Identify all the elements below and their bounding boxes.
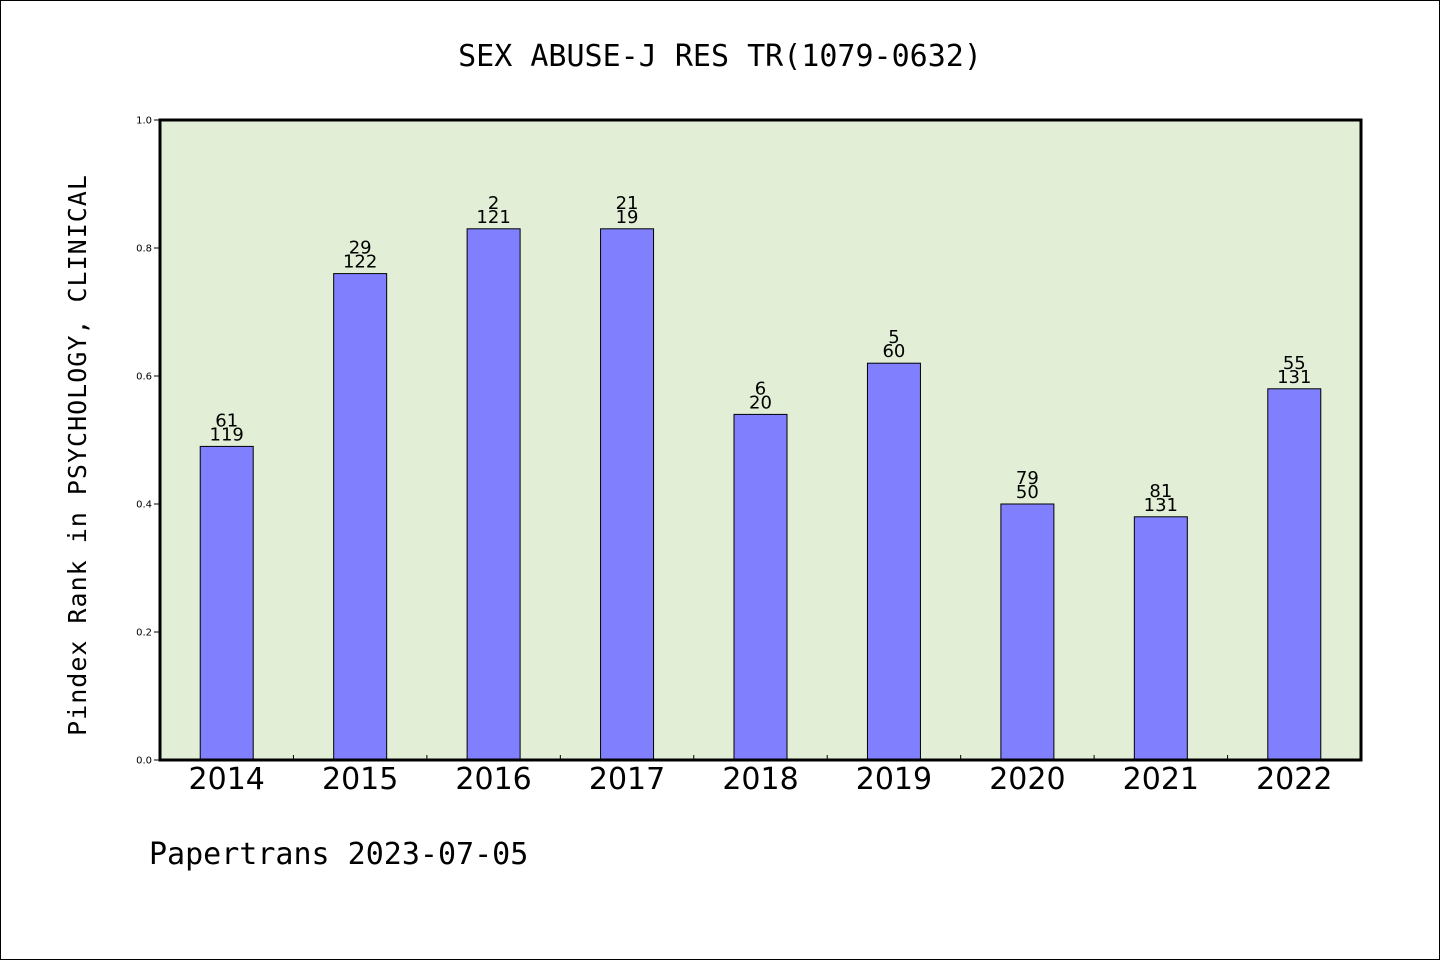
bar: [466, 228, 521, 761]
data-label-bottom: 119: [210, 424, 244, 445]
bar: [1267, 388, 1322, 761]
y-tick-label: 0.0: [136, 756, 152, 767]
x-tick-label: 2018: [722, 762, 798, 797]
data-label-bottom: 122: [343, 252, 377, 273]
data-label-top: 55: [1283, 353, 1306, 374]
data-label-top: 79: [1016, 468, 1039, 489]
data-label-top: 5: [888, 327, 899, 348]
x-tick-label: 2016: [455, 762, 531, 797]
y-tick-label: 0.4: [136, 500, 152, 511]
data-label-bottom: 121: [476, 207, 510, 228]
data-label-top: 6: [755, 378, 766, 399]
plot-border: [158, 118, 1363, 762]
data-label-bottom: 19: [616, 207, 639, 228]
x-tick-label: 2021: [1123, 762, 1199, 797]
axis-layer: 0.0 0.2 0.4 0.6 0.8 1.0 2014 2015 2016 2017 2018 20…: [136, 116, 1332, 798]
bar: [1133, 516, 1188, 761]
x-tick-label: 2014: [189, 762, 265, 797]
chart-title: SEX ABUSE-J RES TR(1079-0632): [458, 39, 982, 74]
data-label-bottom: 131: [1144, 495, 1178, 516]
bar: [333, 273, 388, 761]
data-label-top: 61: [215, 410, 238, 431]
data-label-top: 21: [616, 193, 639, 214]
bar: [733, 413, 788, 761]
x-tick-label: 2020: [989, 762, 1065, 797]
data-label-bottom: 20: [749, 392, 772, 413]
bar: [199, 445, 254, 761]
footer-credit: Papertrans 2023-07-05: [149, 837, 528, 872]
x-tick-label: 2019: [856, 762, 932, 797]
y-tick-label: 0.2: [136, 628, 152, 639]
y-tick-label: 1.0: [136, 116, 152, 127]
x-tick-label: 2022: [1256, 762, 1332, 797]
bar: [600, 228, 655, 761]
data-label-top: 2: [488, 193, 499, 214]
data-label-bottom: 60: [882, 341, 905, 362]
y-tick-label: 0.6: [136, 372, 152, 383]
x-tick-label: 2015: [322, 762, 398, 797]
bar: [1000, 503, 1055, 761]
data-label-top: 81: [1149, 481, 1172, 502]
data-label-top: 29: [349, 238, 372, 259]
bar: [866, 362, 921, 761]
data-label-bottom: 50: [1016, 482, 1039, 503]
y-tick-label: 0.8: [136, 244, 152, 255]
x-tick-label: 2017: [589, 762, 665, 797]
data-label-bottom: 131: [1277, 367, 1311, 388]
y-axis-label: Pindex Rank in PSYCHOLOGY, CLINICAL: [63, 174, 92, 736]
